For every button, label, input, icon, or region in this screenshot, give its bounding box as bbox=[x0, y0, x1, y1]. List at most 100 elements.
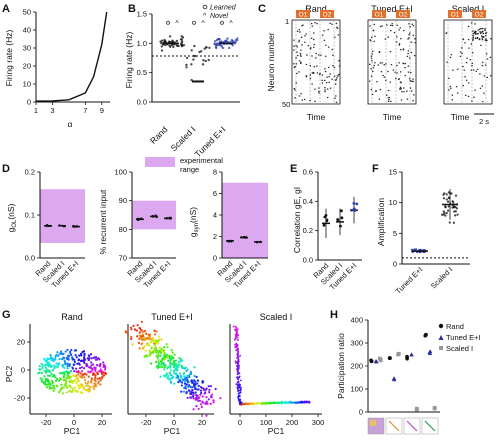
g1-point bbox=[38, 368, 41, 371]
g2-point bbox=[183, 382, 187, 385]
g1-point bbox=[53, 374, 56, 377]
g2-point bbox=[180, 376, 183, 379]
g2-point bbox=[160, 366, 164, 369]
c-rasters: O1 O2 O1 O2 O1 O2 bbox=[291, 10, 493, 105]
c-spike bbox=[328, 76, 330, 78]
g2-point bbox=[136, 335, 139, 338]
b-point bbox=[231, 44, 234, 47]
c-raster-frame bbox=[367, 19, 417, 105]
g2-point bbox=[130, 335, 133, 339]
g1-ytick-label: 20 bbox=[17, 338, 25, 347]
c-spike bbox=[294, 66, 296, 68]
g2-point bbox=[219, 397, 222, 400]
g1-point bbox=[83, 352, 86, 355]
c-spike bbox=[391, 23, 393, 25]
d-ytick-label: 0.0 bbox=[25, 254, 35, 263]
g2-point bbox=[142, 330, 145, 333]
g1-point bbox=[91, 368, 94, 371]
b-ylabel: Firing rate (Hz) bbox=[124, 32, 134, 89]
h-point-tuned bbox=[373, 359, 378, 363]
c-spike bbox=[295, 63, 298, 65]
c-spike bbox=[483, 75, 486, 77]
c-spike bbox=[333, 66, 336, 68]
g2-point bbox=[175, 365, 178, 368]
g1-point bbox=[75, 374, 78, 377]
g2-point bbox=[163, 346, 166, 349]
d-legend-line2: range bbox=[180, 165, 199, 174]
g2-point bbox=[163, 366, 166, 369]
g1-point bbox=[43, 375, 46, 378]
c-spike bbox=[412, 80, 414, 83]
c-spike bbox=[388, 96, 390, 99]
c-spike bbox=[296, 46, 299, 48]
c-spike bbox=[299, 52, 302, 55]
g1-point bbox=[49, 364, 52, 367]
c-spike bbox=[370, 88, 373, 91]
g2-point bbox=[197, 388, 200, 391]
g2-point bbox=[173, 382, 176, 385]
g1-point bbox=[79, 372, 82, 375]
g1-point bbox=[80, 370, 84, 373]
c-spike bbox=[370, 57, 373, 59]
g3-point bbox=[235, 327, 238, 330]
c-spike bbox=[399, 27, 401, 29]
g2-point bbox=[191, 389, 194, 392]
g3-point bbox=[236, 352, 239, 355]
g3-point bbox=[234, 325, 237, 328]
g1-point bbox=[79, 353, 83, 357]
c-spike bbox=[296, 72, 298, 75]
f-point bbox=[447, 196, 450, 199]
h-legend-scaled: Scaled I bbox=[446, 344, 473, 353]
g1-point bbox=[40, 378, 44, 381]
h-ytick-label: 100 bbox=[350, 385, 363, 394]
c-spike bbox=[375, 90, 377, 92]
g1-point bbox=[66, 372, 70, 375]
g-title-scaled: Scaled I bbox=[260, 312, 293, 322]
g2-point bbox=[168, 355, 171, 358]
g2-point bbox=[211, 393, 214, 396]
c-spike bbox=[481, 61, 484, 63]
g2-point bbox=[140, 328, 143, 332]
g1-point bbox=[58, 389, 62, 392]
b-point bbox=[208, 46, 211, 50]
c-spike bbox=[311, 72, 314, 74]
g2-point bbox=[165, 343, 168, 346]
b-point bbox=[230, 39, 234, 42]
h-point-tuned bbox=[428, 351, 433, 356]
a-ylabel: Firing rate (Hz) bbox=[4, 30, 14, 87]
d-ytick-label: 100 bbox=[114, 168, 127, 177]
g1-point bbox=[56, 351, 59, 354]
c-spike bbox=[298, 60, 301, 62]
g2-point bbox=[130, 337, 133, 341]
g2-point bbox=[181, 359, 184, 362]
c-spike bbox=[489, 75, 492, 77]
c-spike bbox=[393, 32, 396, 34]
c-spike bbox=[315, 52, 317, 55]
c-spike bbox=[321, 79, 323, 81]
c-spike bbox=[300, 93, 302, 95]
c-spike bbox=[404, 66, 406, 69]
g1-point bbox=[80, 376, 84, 379]
h-point-tuned bbox=[409, 352, 414, 357]
g2-point bbox=[178, 379, 182, 382]
g2-point bbox=[212, 401, 215, 404]
a-ytick-label: 10 bbox=[23, 80, 31, 89]
g1-point bbox=[48, 387, 51, 390]
c-spike bbox=[369, 63, 371, 65]
g2-point bbox=[138, 347, 141, 350]
g1-point bbox=[58, 371, 62, 375]
g3-point bbox=[291, 401, 294, 404]
c-spike bbox=[324, 87, 326, 89]
c-spike bbox=[317, 87, 320, 89]
g1-point bbox=[68, 385, 71, 388]
c-spike bbox=[378, 98, 381, 100]
f-point bbox=[414, 248, 418, 251]
g1-point bbox=[95, 356, 98, 359]
c-spike bbox=[326, 76, 328, 78]
g2-point bbox=[186, 368, 189, 371]
b-point bbox=[214, 45, 218, 49]
g1-point bbox=[54, 354, 58, 357]
g3-xtick-label: 200 bbox=[286, 418, 299, 427]
h-point-tuned bbox=[428, 349, 433, 354]
